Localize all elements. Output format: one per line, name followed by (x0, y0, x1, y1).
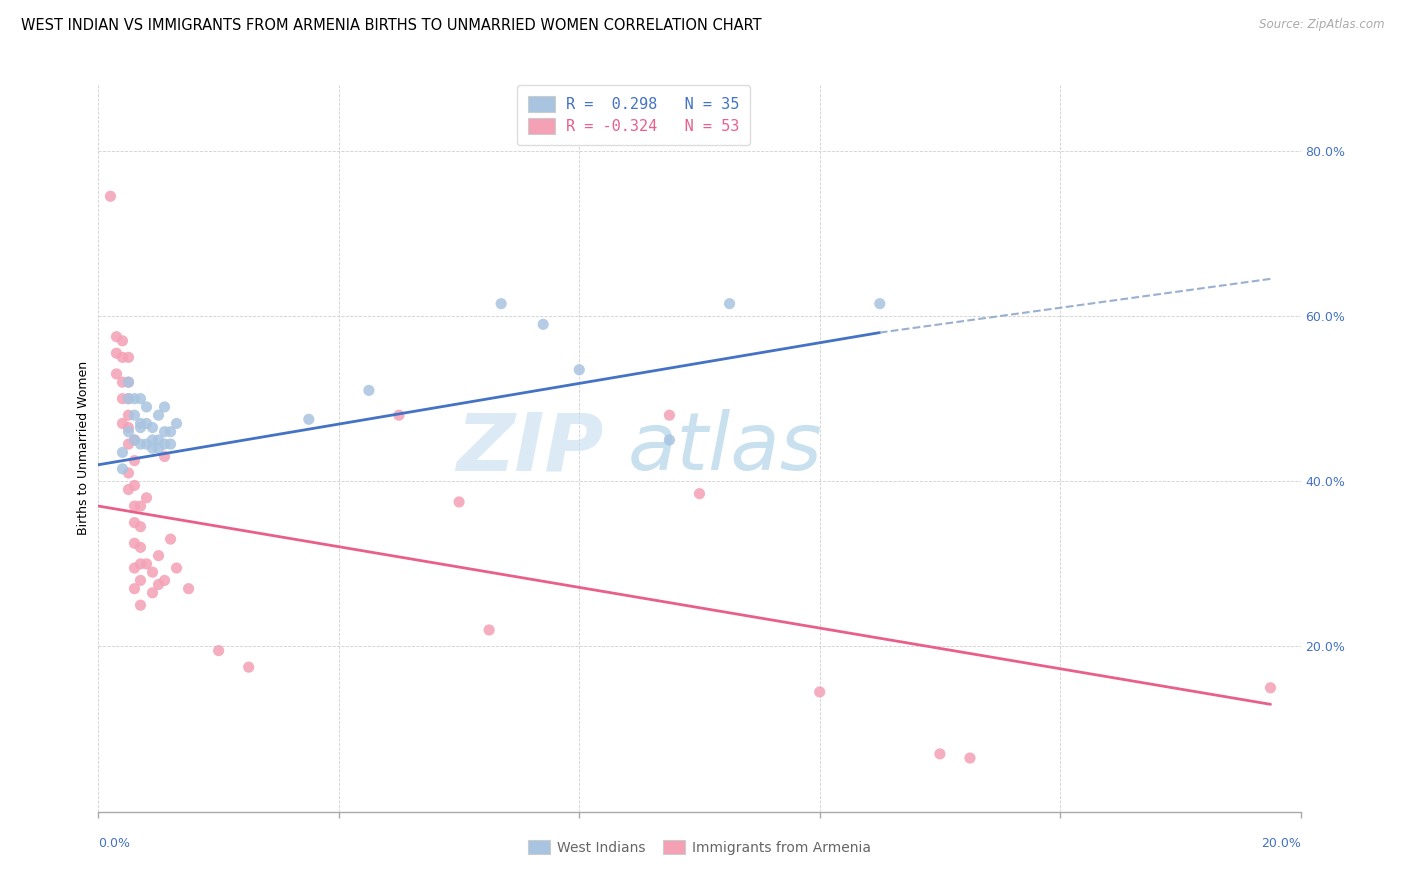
Point (489, 296, 512, 310)
Point (166, 417, 188, 431)
Point (129, 499, 152, 513)
Point (124, 561, 146, 575)
Point (959, 751, 981, 765)
Point (388, 408, 411, 422)
Point (159, 425, 181, 439)
Point (129, 541, 152, 555)
Point (135, 557, 157, 571)
Point (124, 516, 146, 530)
Point (129, 417, 152, 431)
Point (148, 577, 170, 591)
Point (111, 417, 134, 431)
Point (129, 557, 152, 571)
Point (177, 582, 200, 596)
Point (869, 296, 891, 310)
Text: 0.0%: 0.0% (98, 838, 131, 850)
Point (117, 351, 139, 365)
Point (808, 685, 831, 699)
Text: Source: ZipAtlas.com: Source: ZipAtlas.com (1260, 18, 1385, 31)
Point (148, 408, 170, 422)
Point (117, 392, 139, 406)
Text: ZIP: ZIP (456, 409, 603, 487)
Point (129, 437, 152, 451)
Point (298, 412, 321, 426)
Point (153, 400, 176, 414)
Point (111, 462, 134, 476)
Point (153, 574, 176, 588)
Point (105, 367, 128, 381)
Point (148, 549, 170, 563)
Point (129, 392, 152, 406)
Point (105, 329, 128, 343)
Point (153, 450, 176, 464)
Point (124, 478, 146, 492)
Point (111, 375, 134, 389)
Point (153, 437, 176, 451)
Point (148, 433, 170, 447)
Point (100, 189, 122, 203)
Point (153, 425, 176, 439)
Point (135, 491, 157, 505)
Point (568, 363, 591, 377)
Point (124, 536, 146, 550)
Point (117, 408, 139, 422)
Legend: West Indians, Immigrants from Armenia: West Indians, Immigrants from Armenia (522, 833, 877, 862)
Point (117, 425, 139, 439)
Point (135, 437, 157, 451)
Point (111, 392, 134, 406)
Point (124, 433, 146, 447)
Point (141, 420, 163, 434)
Point (208, 643, 231, 657)
Point (117, 483, 139, 497)
Point (105, 346, 128, 360)
Point (124, 499, 146, 513)
Point (658, 433, 681, 447)
Point (111, 334, 134, 348)
Point (135, 417, 157, 431)
Point (148, 442, 170, 455)
Point (1260, 681, 1282, 695)
Point (141, 565, 163, 579)
Point (478, 623, 501, 637)
Point (129, 519, 152, 533)
Text: WEST INDIAN VS IMMIGRANTS FROM ARMENIA BIRTHS TO UNMARRIED WOMEN CORRELATION CHA: WEST INDIAN VS IMMIGRANTS FROM ARMENIA B… (21, 18, 762, 33)
Point (357, 384, 380, 398)
Point (124, 453, 146, 467)
Point (111, 351, 134, 365)
Point (124, 582, 146, 596)
Point (141, 433, 163, 447)
Y-axis label: Births to Unmarried Women: Births to Unmarried Women (77, 361, 90, 535)
Point (135, 400, 157, 414)
Point (117, 375, 139, 389)
Point (159, 532, 181, 546)
Point (124, 408, 146, 422)
Point (929, 747, 952, 761)
Point (166, 561, 188, 575)
Point (159, 437, 181, 451)
Point (111, 445, 134, 459)
Point (129, 574, 152, 588)
Point (129, 598, 152, 612)
Point (117, 420, 139, 434)
Point (718, 296, 741, 310)
Point (531, 318, 554, 332)
Point (124, 433, 146, 447)
Point (141, 442, 163, 455)
Text: 20.0%: 20.0% (1261, 838, 1301, 850)
Point (124, 392, 146, 406)
Point (238, 660, 260, 674)
Point (117, 392, 139, 406)
Point (658, 408, 681, 422)
Text: atlas: atlas (627, 409, 823, 487)
Point (117, 466, 139, 480)
Point (447, 495, 470, 509)
Point (117, 375, 139, 389)
Point (688, 486, 710, 500)
Point (117, 437, 139, 451)
Point (129, 420, 152, 434)
Point (141, 586, 163, 600)
